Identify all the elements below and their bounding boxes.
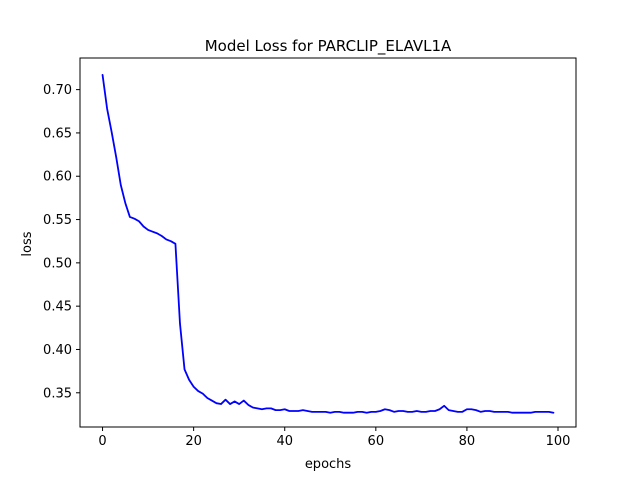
x-tick-label: 40 [276,434,293,449]
y-tick-label: 0.70 [43,83,72,98]
x-tick-label: 60 [368,434,385,449]
x-tick-label: 80 [459,434,476,449]
axis-ticks: 0 20 40 60 80 100 0.35 0.40 0.45 0.50 0.55 0.60 0.65… [43,83,570,449]
plot-area [101,73,555,414]
loss-series-line [101,73,555,414]
y-axis-label: loss [20,231,35,256]
y-tick-label: 0.50 [43,256,72,271]
x-axis-label: epochs [305,457,352,472]
plot-frame [79,57,577,428]
y-tick-label: 0.55 [43,213,72,228]
y-tick-label: 0.65 [43,126,72,141]
x-tick-label: 20 [185,434,202,449]
y-tick-label: 0.45 [43,300,72,315]
chart-title: Model Loss for PARCLIP_ELAVL1A [205,37,452,56]
y-tick-label: 0.60 [43,170,72,185]
y-tick-label: 0.35 [43,386,72,401]
x-tick-label: 0 [98,434,106,449]
x-tick-label: 100 [546,434,571,449]
y-tick-label: 0.40 [43,343,72,358]
